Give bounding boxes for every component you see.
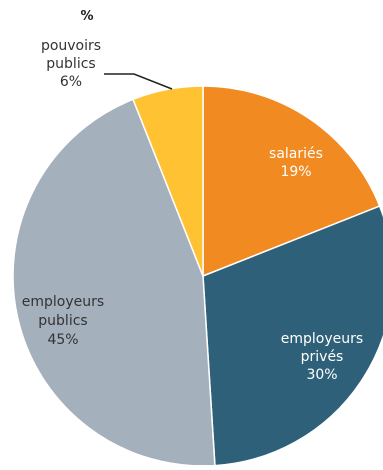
- pie-slice-2: [202, 205, 383, 467]
- slice-label-3: employeurs publics 45%: [22, 294, 104, 348]
- slice-label-2: employeurs privés 30%: [281, 331, 363, 383]
- slice-label-1: salariés 19%: [269, 146, 323, 180]
- slice-label-line: publics: [46, 56, 95, 72]
- slice-label-line: 6%: [60, 74, 82, 90]
- slice-label-line: pouvoirs: [41, 38, 101, 54]
- slice-label-line: privés: [301, 349, 344, 365]
- slice-label-line: 45%: [47, 332, 78, 348]
- pie-labels: salariés 19%employeurs privés 30%employeurs…: [22, 38, 363, 383]
- slice-label-4: pouvoirs publics 6%: [41, 38, 101, 90]
- slice-label-line: salariés: [269, 146, 323, 162]
- slice-label-line: 30%: [306, 367, 337, 383]
- pie-slice-1: [202, 85, 381, 278]
- slice-label-line: 19%: [280, 164, 311, 180]
- unit-label: %: [80, 9, 93, 24]
- pie-slice-4: [132, 85, 204, 277]
- leader-line: [104, 73, 173, 90]
- slice-label-line: employeurs: [281, 331, 363, 347]
- slice-label-line: publics: [38, 313, 87, 329]
- pie-slice-3: [12, 98, 216, 467]
- pie-slices: [12, 85, 383, 467]
- slice-label-line: employeurs: [22, 294, 104, 310]
